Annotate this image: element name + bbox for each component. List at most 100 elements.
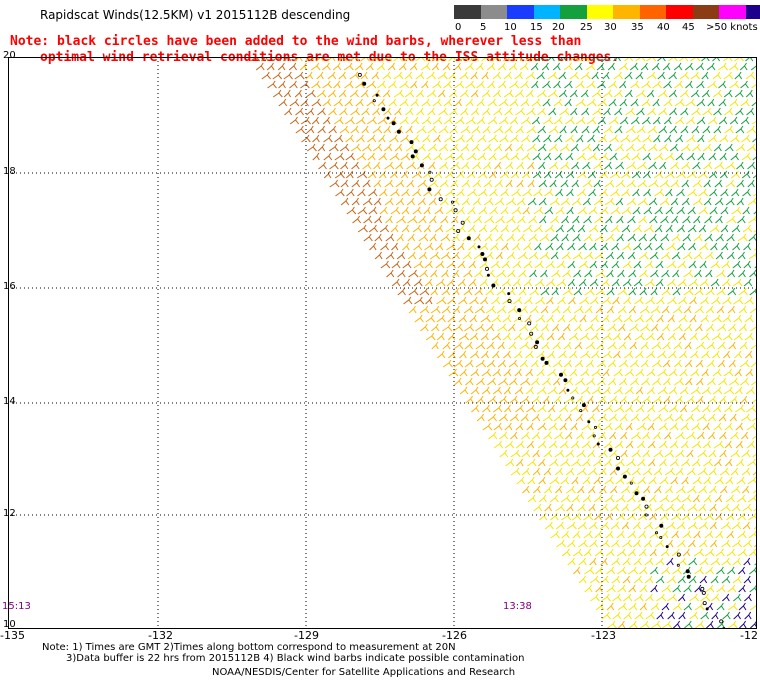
wind-barb bbox=[605, 530, 614, 539]
wind-barb bbox=[388, 116, 398, 125]
wind-barb bbox=[739, 62, 748, 71]
wind-barb bbox=[368, 224, 378, 233]
wind-barb bbox=[707, 80, 718, 89]
wind-barb bbox=[479, 260, 489, 269]
wind-barb bbox=[597, 377, 606, 386]
wind-barb bbox=[360, 89, 369, 98]
wind-barb bbox=[659, 494, 670, 503]
wind-barb bbox=[630, 80, 640, 89]
wind-barb bbox=[609, 467, 618, 476]
wind-barb bbox=[693, 548, 705, 557]
wind-barb bbox=[676, 485, 686, 494]
wind-barb bbox=[619, 377, 628, 386]
wind-barb bbox=[465, 116, 476, 125]
wind-barb bbox=[652, 80, 662, 89]
wind-barb bbox=[451, 215, 459, 224]
wind-barb bbox=[452, 305, 461, 314]
wind-barb bbox=[527, 494, 537, 503]
wind-barb bbox=[719, 170, 728, 179]
wind-barb bbox=[537, 107, 547, 116]
wind-barb bbox=[412, 206, 422, 215]
wind-barb bbox=[506, 215, 516, 224]
wind-barb bbox=[340, 161, 349, 170]
wind-barb bbox=[666, 557, 674, 566]
wind-barb bbox=[737, 548, 748, 557]
wind-barb bbox=[471, 143, 480, 152]
wind-barb bbox=[378, 134, 386, 143]
wind-barb bbox=[667, 593, 678, 602]
map-title: Rapidscat Winds(12.5KM) v1 2015112B desc… bbox=[40, 8, 351, 22]
wind-barb bbox=[641, 377, 650, 386]
wind-barb bbox=[701, 57, 710, 62]
wind-barb bbox=[676, 503, 686, 512]
wind-barb bbox=[532, 170, 542, 179]
scale-swatch bbox=[639, 5, 666, 19]
wind-barb bbox=[427, 107, 436, 116]
wind-barb bbox=[630, 377, 640, 386]
wind-barb bbox=[697, 170, 708, 179]
wind-barb bbox=[740, 98, 750, 107]
wind-barb bbox=[562, 305, 572, 314]
wind-barb bbox=[387, 62, 396, 71]
wind-barb bbox=[605, 548, 615, 557]
wind-barb bbox=[652, 98, 660, 107]
wind-barb bbox=[591, 386, 602, 395]
wind-barb bbox=[592, 404, 600, 413]
wind-barb bbox=[741, 134, 751, 143]
wind-barb bbox=[633, 242, 642, 251]
wind-barb bbox=[660, 548, 670, 557]
wind-barb bbox=[521, 449, 531, 458]
wind-barb bbox=[495, 233, 504, 242]
wind-barb bbox=[577, 224, 586, 233]
wind-barb bbox=[738, 269, 746, 278]
wind-barb bbox=[485, 287, 495, 296]
wind-barb bbox=[323, 170, 332, 179]
wind-barb bbox=[662, 359, 671, 368]
wind-barb bbox=[753, 229, 757, 233]
wind-barb bbox=[688, 260, 697, 269]
wind-barb bbox=[540, 287, 550, 296]
wind-barb bbox=[692, 179, 702, 188]
wind-barb bbox=[543, 431, 553, 440]
wind-barb bbox=[333, 80, 341, 89]
wind-barb bbox=[531, 413, 541, 422]
wind-barb bbox=[299, 62, 308, 71]
contamination-circle bbox=[566, 388, 570, 392]
wind-barb bbox=[642, 152, 652, 161]
wind-barb bbox=[622, 557, 631, 566]
wind-barb bbox=[433, 152, 443, 161]
wind-barb bbox=[625, 404, 634, 413]
wind-barb bbox=[713, 404, 722, 413]
wind-barb bbox=[442, 359, 453, 368]
wind-barb bbox=[497, 359, 507, 368]
wind-barb bbox=[572, 548, 583, 557]
wind-barb bbox=[399, 116, 409, 125]
wind-barb bbox=[721, 575, 731, 584]
wind-barb bbox=[527, 476, 536, 485]
wind-barb bbox=[415, 89, 425, 98]
wind-barb bbox=[470, 57, 480, 62]
wind-barb bbox=[526, 107, 536, 116]
wind-barb bbox=[717, 323, 727, 332]
wind-barb bbox=[560, 458, 571, 467]
wind-barb bbox=[497, 341, 505, 350]
wind-barb bbox=[535, 296, 545, 305]
wind-barb bbox=[548, 440, 558, 449]
wind-barb bbox=[587, 152, 598, 161]
wind-barb bbox=[399, 98, 409, 107]
wind-barb bbox=[327, 89, 337, 98]
wind-barb bbox=[520, 395, 531, 404]
wind-barb bbox=[680, 440, 689, 449]
wind-barb bbox=[663, 80, 672, 89]
lat-label-14: 14 bbox=[3, 396, 16, 407]
wind-barb bbox=[411, 170, 422, 179]
wind-barb bbox=[686, 467, 696, 476]
wind-barb bbox=[710, 278, 720, 287]
wind-barb bbox=[610, 206, 621, 215]
wind-barb bbox=[564, 116, 575, 125]
wind-barb bbox=[691, 125, 700, 134]
wind-barb bbox=[532, 449, 540, 458]
wind-barb bbox=[718, 98, 727, 107]
wind-barb bbox=[660, 512, 669, 521]
wind-barb bbox=[532, 431, 541, 440]
